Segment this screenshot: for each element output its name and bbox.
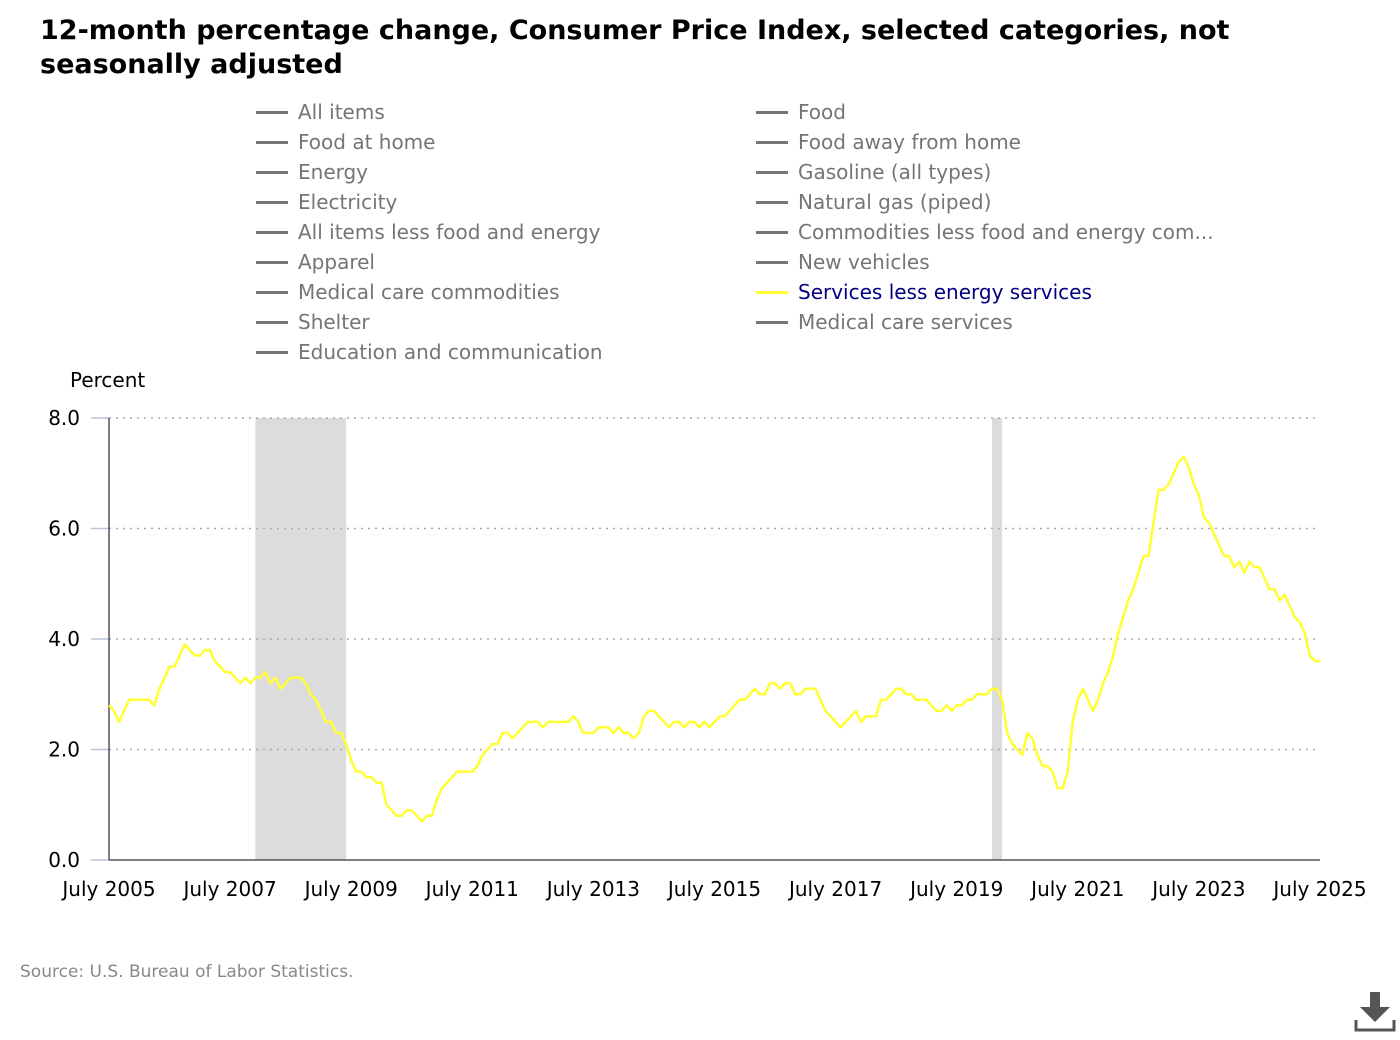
legend-item-all-items-less-food-and-energy[interactable]: All items less food and energy — [256, 218, 600, 246]
legend-item-medical-care-commodities[interactable]: Medical care commodities — [256, 278, 559, 306]
legend-swatch — [256, 140, 288, 144]
legend-item-apparel[interactable]: Apparel — [256, 248, 375, 276]
legend-item-all-items[interactable]: All items — [256, 98, 385, 126]
legend-swatch — [256, 320, 288, 324]
x-tick-label: July 2005 — [60, 877, 155, 901]
legend-swatch — [756, 140, 788, 144]
recession-band — [255, 418, 347, 860]
legend-swatch — [256, 200, 288, 204]
legend-item-food-away-from-home[interactable]: Food away from home — [756, 128, 1021, 156]
x-tick-label: July 2011 — [424, 877, 519, 901]
legend-label: Food at home — [298, 130, 436, 154]
recession-band — [992, 418, 1003, 860]
legend-label: Services less energy services — [798, 280, 1092, 304]
legend-label: Education and communication — [298, 340, 603, 364]
legend-label: Commodities less food and energy com... — [798, 220, 1214, 244]
legend-label: Electricity — [298, 190, 398, 214]
legend-label: Energy — [298, 160, 369, 184]
legend-label: New vehicles — [798, 250, 930, 274]
x-tick-label: July 2013 — [545, 877, 640, 901]
y-tick-label: 4.0 — [48, 627, 80, 651]
legend-label: Medical care commodities — [298, 280, 560, 304]
legend-swatch — [756, 230, 788, 234]
legend-item-gasoline-all-types[interactable]: Gasoline (all types) — [756, 158, 991, 186]
legend-swatch — [756, 290, 788, 294]
legend-swatch — [256, 290, 288, 294]
source-note: Source: U.S. Bureau of Labor Statistics. — [20, 962, 354, 982]
legend-label: Food — [798, 100, 846, 124]
legend-swatch — [256, 350, 288, 354]
x-tick-label: July 2017 — [787, 877, 882, 901]
legend-swatch — [756, 110, 788, 114]
legend-label: Gasoline (all types) — [798, 160, 992, 184]
y-tick-label: 8.0 — [48, 406, 80, 430]
legend-swatch — [256, 110, 288, 114]
legend-swatch — [756, 200, 788, 204]
chart-title: 12-month percentage change, Consumer Pri… — [40, 15, 1230, 80]
chart-plot: 0.0 2.0 4.0 6.0 8.0 Percent July 2005 July 2007… — [48, 368, 1366, 901]
x-tick-label: July 2019 — [908, 877, 1003, 901]
x-tick-label: July 2021 — [1029, 877, 1124, 901]
legend-swatch — [256, 260, 288, 264]
y-tick-label: 2.0 — [48, 738, 80, 762]
x-tick-label: July 2007 — [181, 877, 276, 901]
y-axis-label: Percent — [70, 368, 145, 392]
legend-item-new-vehicles[interactable]: New vehicles — [756, 248, 930, 276]
legend-label: All items — [298, 100, 385, 124]
y-tick-label: 6.0 — [48, 517, 80, 541]
legend-label: Medical care services — [798, 310, 1013, 334]
y-tick-label: 0.0 — [48, 848, 80, 872]
download-icon — [1354, 992, 1396, 1032]
x-tick-label: July 2025 — [1271, 877, 1366, 901]
legend-label: Natural gas (piped) — [798, 190, 992, 214]
legend-item-natural-gas-piped[interactable]: Natural gas (piped) — [756, 188, 991, 216]
legend-item-electricity[interactable]: Electricity — [256, 188, 397, 216]
legend-item-education-and-communication[interactable]: Education and communication — [256, 338, 603, 366]
chart-legend: All items Food at home Energy Electricity Al… — [256, 98, 1256, 378]
legend-swatch — [256, 170, 288, 174]
legend-item-shelter[interactable]: Shelter — [256, 308, 370, 336]
legend-item-food[interactable]: Food — [756, 98, 846, 126]
download-button[interactable] — [1352, 990, 1398, 1036]
legend-swatch — [256, 230, 288, 234]
legend-item-services-less-energy-services[interactable]: Services less energy services — [756, 278, 1092, 306]
legend-item-food-at-home[interactable]: Food at home — [256, 128, 435, 156]
x-tick-label: July 2015 — [666, 877, 761, 901]
legend-label: Food away from home — [798, 130, 1021, 154]
legend-item-commodities-less-food-and-energy-com[interactable]: Commodities less food and energy com... — [756, 218, 1214, 246]
x-tick-label: July 2023 — [1150, 877, 1245, 901]
legend-label: Shelter — [298, 310, 370, 334]
legend-swatch — [756, 320, 788, 324]
legend-item-energy[interactable]: Energy — [256, 158, 368, 186]
legend-label: All items less food and energy — [298, 220, 601, 244]
legend-label: Apparel — [298, 250, 375, 274]
legend-swatch — [756, 260, 788, 264]
legend-item-medical-care-services[interactable]: Medical care services — [756, 308, 1013, 336]
series-line-services-less-energy-services — [108, 455, 1320, 823]
legend-swatch — [756, 170, 788, 174]
x-tick-label: July 2009 — [303, 877, 398, 901]
